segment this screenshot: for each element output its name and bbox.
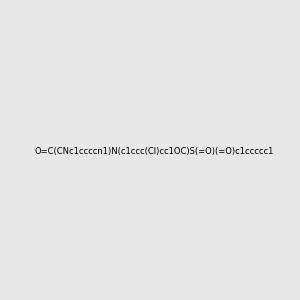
Text: O=C(CNc1ccccn1)N(c1ccc(Cl)cc1OC)S(=O)(=O)c1ccccc1: O=C(CNc1ccccn1)N(c1ccc(Cl)cc1OC)S(=O)(=O… xyxy=(34,147,273,156)
